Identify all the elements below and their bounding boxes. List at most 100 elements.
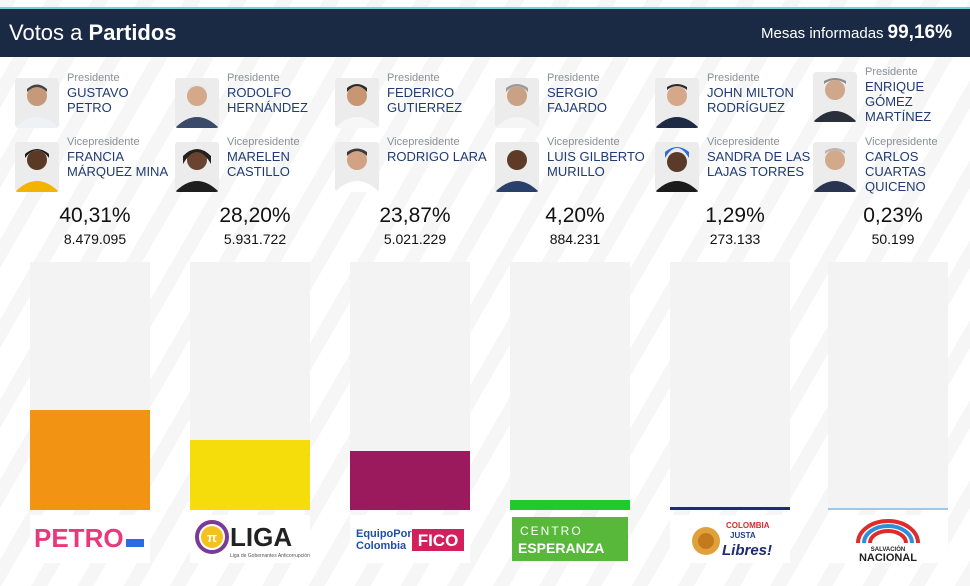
vote-bar xyxy=(350,451,470,510)
role-label: Vicepresidente xyxy=(227,136,300,148)
party-column-fico: Presidente FEDERICO GUTIERREZ Vicepreside… xyxy=(335,60,495,580)
vice-name: FRANCIA MÁRQUEZ MINA xyxy=(67,149,169,179)
role-label: Presidente xyxy=(227,72,280,84)
vote-bar xyxy=(30,410,150,510)
role-label: Presidente xyxy=(865,66,918,78)
vote-bar xyxy=(510,500,630,510)
vote-bar-track xyxy=(670,262,790,510)
role-label: Presidente xyxy=(387,72,440,84)
party-column-petro: Presidente GUSTAVO PETRO Vicepresidente FR… xyxy=(15,60,175,580)
role-label: Presidente xyxy=(547,72,600,84)
party-logo: π LIGA Liga de Gobernantes Anticorrupción xyxy=(190,515,310,563)
vote-bar xyxy=(828,508,948,510)
mesas-value: 99,16% xyxy=(887,22,952,43)
party-logo: CENTRO ESPERANZA xyxy=(510,515,630,563)
president-name: RODOLFO HERNÁNDEZ xyxy=(227,85,308,115)
logo-text-b: NACIONAL xyxy=(859,552,917,563)
vote-count: 5.931.722 xyxy=(223,231,287,247)
vice-name: LUIS GILBERTO MURILLO xyxy=(547,149,645,179)
role-label: Vicepresidente xyxy=(707,136,780,148)
vice-name: RODRIGO LARA xyxy=(387,149,487,164)
president-entry: Presidente ENRIQUE GÓMEZ MARTÍNEZ xyxy=(813,66,970,126)
vote-count: 50.199 xyxy=(871,231,915,247)
party-logo: PETRO xyxy=(30,515,150,563)
vote-bar-track xyxy=(510,262,630,510)
vote-count: 884.231 xyxy=(549,231,601,247)
logo-subtext: Liga de Gobernantes Anticorrupción xyxy=(230,553,310,559)
mesas-label: Mesas informadas xyxy=(760,25,884,42)
president-entry: Presidente FEDERICO GUTIERREZ xyxy=(335,72,495,132)
logo-text-a: SALVACIÓN xyxy=(871,545,905,553)
party-logo: EquipoPor Colombia FICO xyxy=(350,515,470,563)
vice-entry: Vicepresidente FRANCIA MÁRQUEZ MINA xyxy=(15,136,175,196)
party-logo: COLOMBIA JUSTA Libres! xyxy=(670,515,790,563)
logo-text-a: EquipoPor xyxy=(356,528,412,540)
vice-photo xyxy=(813,142,857,192)
vote-bar-track xyxy=(190,262,310,510)
role-label: Vicepresidente xyxy=(547,136,620,148)
president-entry: Presidente JOHN MILTON RODRÍGUEZ xyxy=(655,72,815,132)
vice-entry: Vicepresidente SANDRA DE LAS LAJAS TORRES xyxy=(655,136,815,196)
president-name: FEDERICO GUTIERREZ xyxy=(387,85,463,115)
role-label: Presidente xyxy=(707,72,760,84)
vote-percent: 0,23% xyxy=(863,204,923,227)
party-column-centro-esperanza: Presidente SERGIO FAJARDO Vicepresidente L… xyxy=(495,60,655,580)
vote-bar xyxy=(670,507,790,510)
president-photo xyxy=(175,78,219,128)
logo-text-b: ESPERANZA xyxy=(518,540,604,556)
president-name: ENRIQUE GÓMEZ MARTÍNEZ xyxy=(865,79,932,124)
vote-count: 273.133 xyxy=(709,231,761,247)
vice-photo xyxy=(335,142,379,192)
vote-percent: 28,20% xyxy=(219,204,291,227)
vice-name: CARLOS CUARTAS QUICENO xyxy=(865,149,926,194)
vice-entry: Vicepresidente MARELEN CASTILLO xyxy=(175,136,335,196)
president-photo xyxy=(335,78,379,128)
president-name: JOHN MILTON RODRÍGUEZ xyxy=(707,85,794,115)
president-photo xyxy=(15,78,59,128)
vote-count: 5.021.229 xyxy=(383,231,447,247)
vote-bar xyxy=(190,440,310,510)
vote-bar-track xyxy=(30,262,150,510)
president-name: SERGIO FAJARDO xyxy=(547,85,607,115)
logo-text-a: COLOMBIA xyxy=(726,521,770,530)
vote-percent: 1,29% xyxy=(705,204,765,227)
president-photo xyxy=(495,78,539,128)
party-logo: SALVACIÓN NACIONAL xyxy=(828,515,948,563)
president-photo xyxy=(655,78,699,128)
role-label: Presidente xyxy=(67,72,120,84)
header-bar: Votos a Partidos Mesas informadas 99,16% xyxy=(0,9,970,57)
vice-photo xyxy=(15,142,59,192)
header-accent-line xyxy=(0,7,970,9)
page-title: Votos a Partidos xyxy=(9,20,177,46)
vice-photo xyxy=(495,142,539,192)
logo-text: LIGA xyxy=(230,522,292,552)
vote-count: 8.479.095 xyxy=(63,231,127,247)
party-column-liga: Presidente RODOLFO HERNÁNDEZ Vicepresiden… xyxy=(175,60,335,580)
logo-text-a: CENTRO xyxy=(520,524,583,538)
president-name: GUSTAVO PETRO xyxy=(67,85,129,115)
party-column-colombia-justa-libres: Presidente JOHN MILTON RODRÍGUEZ Vicepres… xyxy=(655,60,815,580)
mesas-informadas: Mesas informadas 99,16% xyxy=(761,21,952,46)
vice-entry: Vicepresidente RODRIGO LARA xyxy=(335,136,495,196)
role-label: Vicepresidente xyxy=(865,136,938,148)
logo-text-b: Colombia xyxy=(356,540,407,552)
president-entry: Presidente RODOLFO HERNÁNDEZ xyxy=(175,72,335,132)
party-column-salvacion-nacional: Presidente ENRIQUE GÓMEZ MARTÍNEZ Vicepre… xyxy=(813,60,970,580)
logo-text-b: JUSTA xyxy=(730,531,756,540)
vice-name: SANDRA DE LAS LAJAS TORRES xyxy=(707,149,811,179)
title-regular: Votos a xyxy=(9,20,83,45)
svg-text:π: π xyxy=(207,530,217,545)
president-entry: Presidente GUSTAVO PETRO xyxy=(15,72,175,132)
role-label: Vicepresidente xyxy=(387,136,460,148)
vice-photo xyxy=(655,142,699,192)
president-entry: Presidente SERGIO FAJARDO xyxy=(495,72,655,132)
vice-photo xyxy=(175,142,219,192)
vice-name: MARELEN CASTILLO xyxy=(227,149,290,179)
vote-percent: 40,31% xyxy=(59,204,131,227)
logo-text: PETRO xyxy=(34,523,124,553)
vote-percent: 4,20% xyxy=(545,204,605,227)
vice-entry: Vicepresidente CARLOS CUARTAS QUICENO xyxy=(813,136,970,196)
title-bold: Partidos xyxy=(88,20,177,45)
vice-entry: Vicepresidente LUIS GILBERTO MURILLO xyxy=(495,136,655,196)
vote-bar-track xyxy=(828,262,948,510)
